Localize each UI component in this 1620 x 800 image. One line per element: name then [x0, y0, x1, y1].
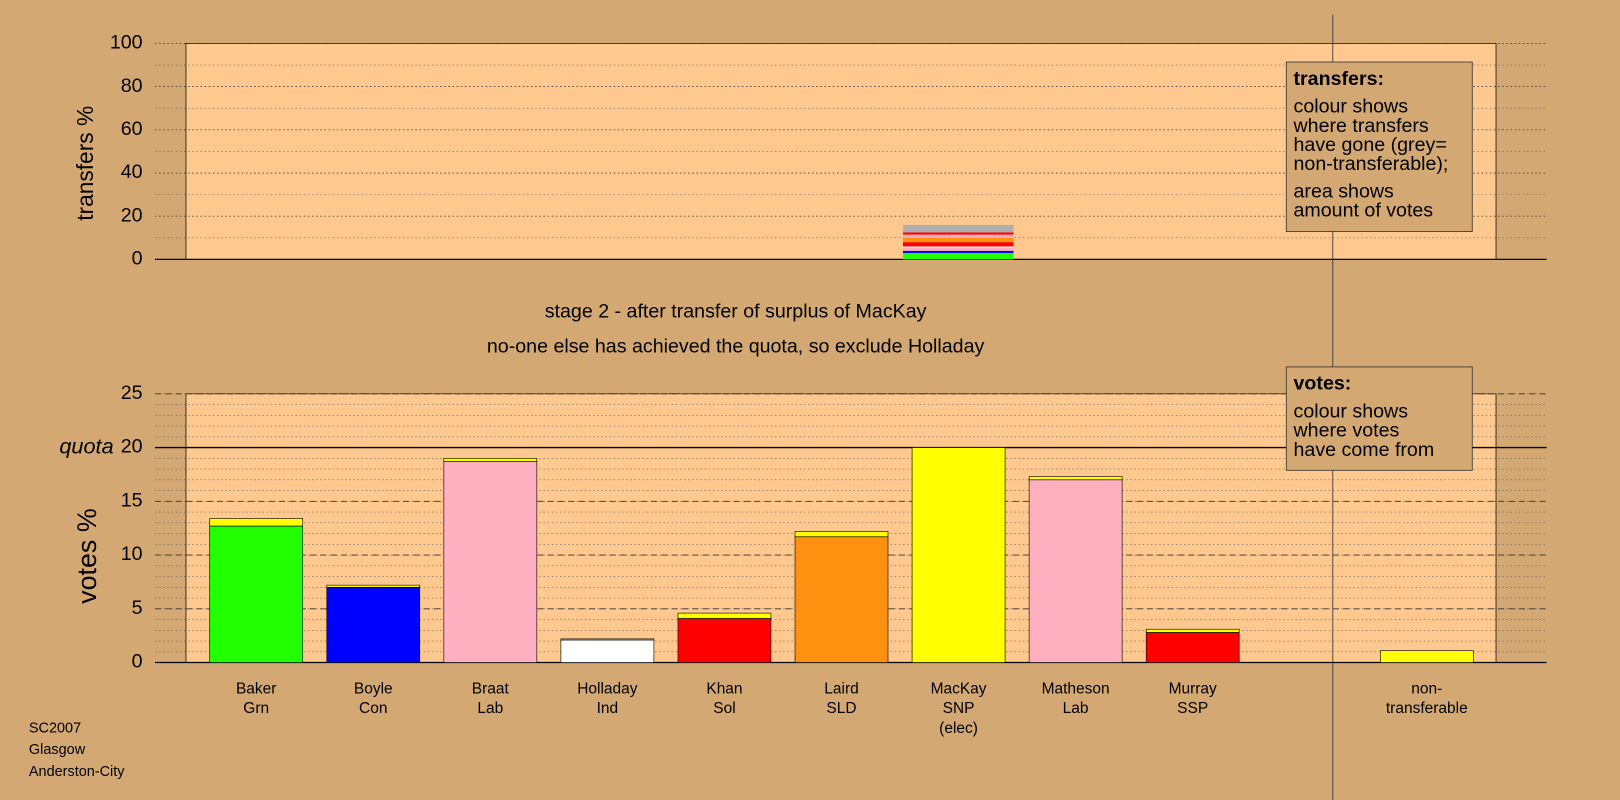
legend-text: amount of votes	[1294, 200, 1434, 222]
bar-segment	[911, 447, 1006, 663]
bar-segment	[209, 525, 304, 663]
transfer-segment	[902, 247, 1014, 251]
bar-segment	[794, 536, 889, 663]
x-tick-label: non-	[1411, 680, 1442, 697]
transfer-segment	[902, 246, 1014, 248]
legend-box	[1285, 61, 1473, 232]
chart-title: stage 2 - after transfer of surplus of M…	[545, 300, 927, 322]
x-tick-label: Sol	[713, 700, 735, 717]
y-tick-label: 40	[121, 161, 143, 183]
x-tick-label: MacKay	[931, 680, 987, 697]
bar-segment	[560, 638, 655, 641]
transfer-segment	[902, 234, 1014, 238]
footer-text: Glasgow	[29, 742, 86, 758]
bar-segment	[677, 618, 772, 663]
x-tick-label: Laird	[824, 680, 858, 697]
x-tick-label: SSP	[1177, 700, 1208, 717]
y-tick-label: 0	[132, 651, 143, 673]
x-tick-label: SLD	[826, 700, 856, 717]
legend-text: colour shows	[1294, 96, 1409, 118]
x-tick-label: Holladay	[577, 680, 638, 697]
bar-segment	[1145, 632, 1240, 663]
transfer-segment	[902, 250, 1014, 253]
legend-title: transfers:	[1294, 68, 1385, 90]
y-tick-label: 80	[121, 75, 143, 97]
y-tick-label: 5	[132, 597, 143, 619]
y-axis-label: transfers %	[72, 106, 98, 221]
legend-text: where votes	[1293, 420, 1400, 442]
footer-text: Anderston-City	[29, 764, 125, 780]
bar-segment	[326, 586, 421, 663]
bar-segment	[443, 457, 538, 462]
y-tick-label: 15	[121, 489, 143, 511]
y-tick-label: 100	[110, 32, 143, 54]
x-tick-label: Baker	[236, 680, 276, 697]
transfer-segment	[902, 232, 1014, 235]
transfer-segment	[902, 252, 1014, 260]
x-tick-label: Khan	[706, 680, 742, 697]
bar-segment	[326, 584, 421, 588]
y-tick-label: 20	[121, 436, 143, 458]
bar-segment	[1028, 476, 1123, 481]
y-tick-label: 20	[121, 204, 143, 226]
legend-text: area shows	[1294, 180, 1395, 202]
legend-text: where transfers	[1293, 115, 1429, 137]
x-tick-label: Ind	[597, 700, 619, 717]
footer-text: SC2007	[29, 720, 81, 736]
x-tick-label: transferable	[1386, 700, 1468, 717]
legend-text: colour shows	[1294, 401, 1409, 423]
bar-segment	[794, 531, 889, 538]
x-tick-label: Murray	[1169, 680, 1217, 697]
bar-segment	[443, 461, 538, 663]
x-tick-label: Grn	[243, 700, 269, 717]
y-axis-label: votes %	[72, 508, 102, 604]
chart-subtitle: no-one else has achieved the quota, so e…	[487, 335, 985, 357]
x-tick-label: (elec)	[939, 720, 978, 737]
x-tick-label: SNP	[943, 700, 975, 717]
x-tick-label: Braat	[472, 680, 510, 697]
x-tick-label: Con	[359, 700, 387, 717]
bar-segment	[677, 612, 772, 619]
legend-text: non-transferable);	[1294, 153, 1449, 175]
bar-segment	[1379, 650, 1474, 663]
bar-segment	[1028, 479, 1123, 663]
legend-text: have gone (grey=	[1294, 134, 1447, 156]
legend-title: votes:	[1294, 373, 1352, 395]
bar-segment	[1145, 628, 1240, 633]
bar-segment	[209, 518, 304, 527]
x-tick-label: Matheson	[1042, 680, 1110, 697]
y-tick-label: 10	[121, 543, 143, 565]
legend-box	[1285, 366, 1473, 471]
transfer-segment	[902, 237, 1014, 243]
quota-label: quota	[59, 433, 113, 458]
transfer-segment	[902, 242, 1014, 247]
x-tick-label: Lab	[1063, 700, 1089, 717]
x-tick-label: Boyle	[354, 680, 393, 697]
y-tick-label: 25	[121, 382, 143, 404]
y-tick-label: 60	[121, 118, 143, 140]
x-tick-label: Lab	[477, 700, 503, 717]
transfer-segment	[902, 224, 1014, 233]
bar-segment	[560, 639, 655, 663]
y-tick-label: 0	[132, 248, 143, 270]
legend-text: have come from	[1294, 439, 1435, 461]
